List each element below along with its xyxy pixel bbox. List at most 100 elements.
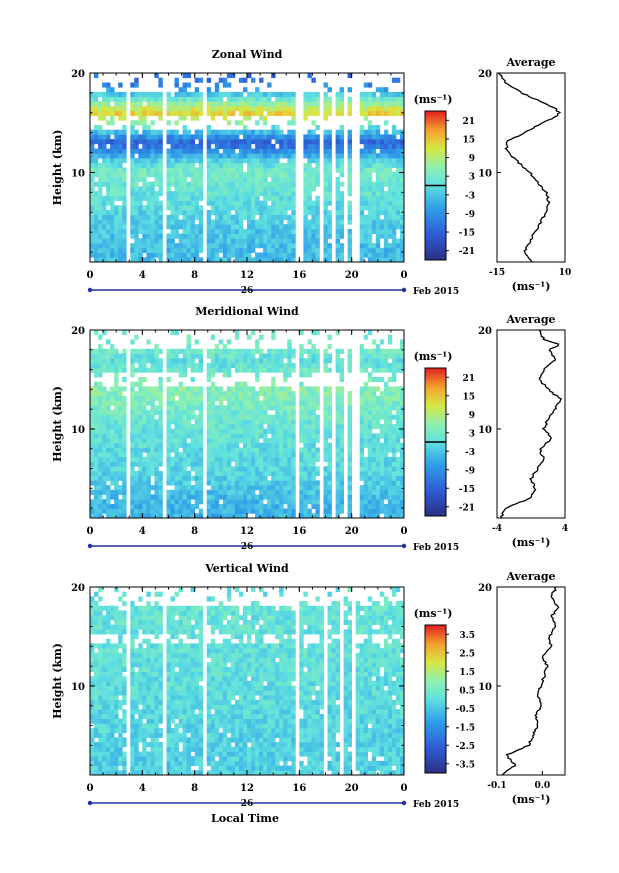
heatmap-cell [166, 447, 171, 453]
heatmap-cell [391, 214, 397, 220]
heatmap-cell [279, 442, 284, 448]
heatmap-cell [222, 224, 228, 230]
heatmap-cell [214, 228, 220, 234]
heatmap-cell [138, 243, 143, 249]
heatmap-cell [234, 219, 240, 225]
heatmap-cell [391, 485, 397, 491]
day-axis-end [401, 287, 407, 293]
heatmap-cell [122, 200, 127, 206]
heatmap-cell [251, 386, 256, 392]
heatmap-cell [255, 409, 260, 415]
heatmap-cell [387, 475, 393, 481]
heatmap-cell [102, 247, 107, 253]
heatmap-cell [287, 456, 292, 462]
heatmap-cell [110, 666, 115, 672]
heatmap-cell [255, 400, 260, 406]
heatmap-cell [287, 433, 292, 439]
heatmap-cell [335, 167, 340, 173]
heatmap-cell [194, 466, 200, 472]
heatmap-cell [363, 494, 369, 500]
heatmap-cell [363, 200, 369, 206]
heatmap-cell [387, 339, 393, 345]
heatmap-cell [226, 494, 232, 500]
heatmap-cell [335, 186, 340, 192]
heatmap-cell [154, 508, 159, 514]
heatmap-cell [279, 205, 284, 211]
heatmap-cell [146, 400, 151, 406]
heatmap-cell [387, 428, 393, 434]
heatmap-cell [138, 362, 143, 368]
heatmap-cell [102, 461, 107, 467]
heatmap-cell [102, 353, 107, 359]
heatmap-cell [198, 148, 204, 154]
heatmap-cell [287, 120, 292, 126]
heatmap-cell [206, 125, 212, 131]
heatmap-cell [311, 176, 316, 182]
heatmap-cell [255, 205, 260, 211]
heatmap-cell [267, 452, 272, 458]
heatmap-cell [146, 101, 151, 107]
heatmap-cell [138, 367, 143, 373]
heatmap-cell [243, 247, 248, 253]
heatmap-cell [307, 442, 312, 448]
heatmap-cell [375, 191, 381, 197]
heatmap-cell [190, 252, 195, 258]
heatmap-cell [383, 243, 389, 249]
heatmap-cell [363, 409, 369, 415]
heatmap-cell [94, 433, 99, 439]
heatmap-cell [339, 219, 344, 225]
heatmap-cell [214, 106, 220, 112]
heatmap-cell [335, 330, 340, 336]
heatmap-cell [118, 438, 123, 444]
heatmap-cell [226, 424, 232, 430]
heatmap-cell [400, 176, 405, 182]
heatmap-cell [263, 167, 268, 173]
heatmap-cell [315, 162, 320, 168]
heatmap-cell [387, 447, 393, 453]
heatmap-cell [275, 386, 280, 392]
heatmap-cell [102, 139, 107, 145]
heatmap-cell [98, 681, 103, 687]
heatmap-cell [383, 452, 389, 458]
heatmap-cell [170, 508, 175, 514]
heatmap-cell [110, 139, 115, 145]
heatmap-cell [339, 158, 344, 164]
heatmap-cell [170, 158, 175, 164]
heatmap-cell [114, 247, 119, 253]
heatmap-cell [130, 186, 135, 192]
heatmap-cell [178, 91, 183, 97]
heatmap-cell [371, 153, 377, 159]
heatmap-cell [110, 181, 115, 187]
heatmap-cell [114, 101, 119, 107]
heatmap-cell [327, 139, 332, 145]
heatmap-cell [395, 129, 401, 135]
heatmap-cell [98, 181, 103, 187]
heatmap-cell [230, 167, 236, 173]
heatmap-cell [275, 447, 280, 453]
heatmap-cell [198, 348, 204, 354]
heatmap-cell [130, 442, 135, 448]
heatmap-cell [206, 167, 212, 173]
heatmap-cell [130, 386, 135, 392]
heatmap-cell [375, 224, 381, 230]
heatmap-cell [291, 181, 296, 187]
heatmap-cell [170, 358, 175, 364]
heatmap-cell [379, 257, 385, 263]
heatmap-cell [315, 210, 320, 216]
heatmap-cell [307, 494, 312, 500]
x-tick-label: 0 [87, 270, 94, 281]
heatmap-cell [206, 503, 212, 509]
heatmap-cell [234, 471, 240, 477]
heatmap-cell [110, 191, 115, 197]
heatmap-cell [251, 438, 256, 444]
heatmap-cell [222, 243, 228, 249]
heatmap-cell [182, 158, 187, 164]
heatmap-cell [94, 358, 99, 364]
heatmap-cell [275, 409, 280, 415]
heatmap-cell [206, 243, 212, 249]
heatmap-cell [271, 433, 276, 439]
heatmap-cell [110, 353, 115, 359]
heatmap-cell [142, 247, 147, 253]
heatmap-cell [90, 690, 95, 696]
heatmap-cell [94, 148, 99, 154]
